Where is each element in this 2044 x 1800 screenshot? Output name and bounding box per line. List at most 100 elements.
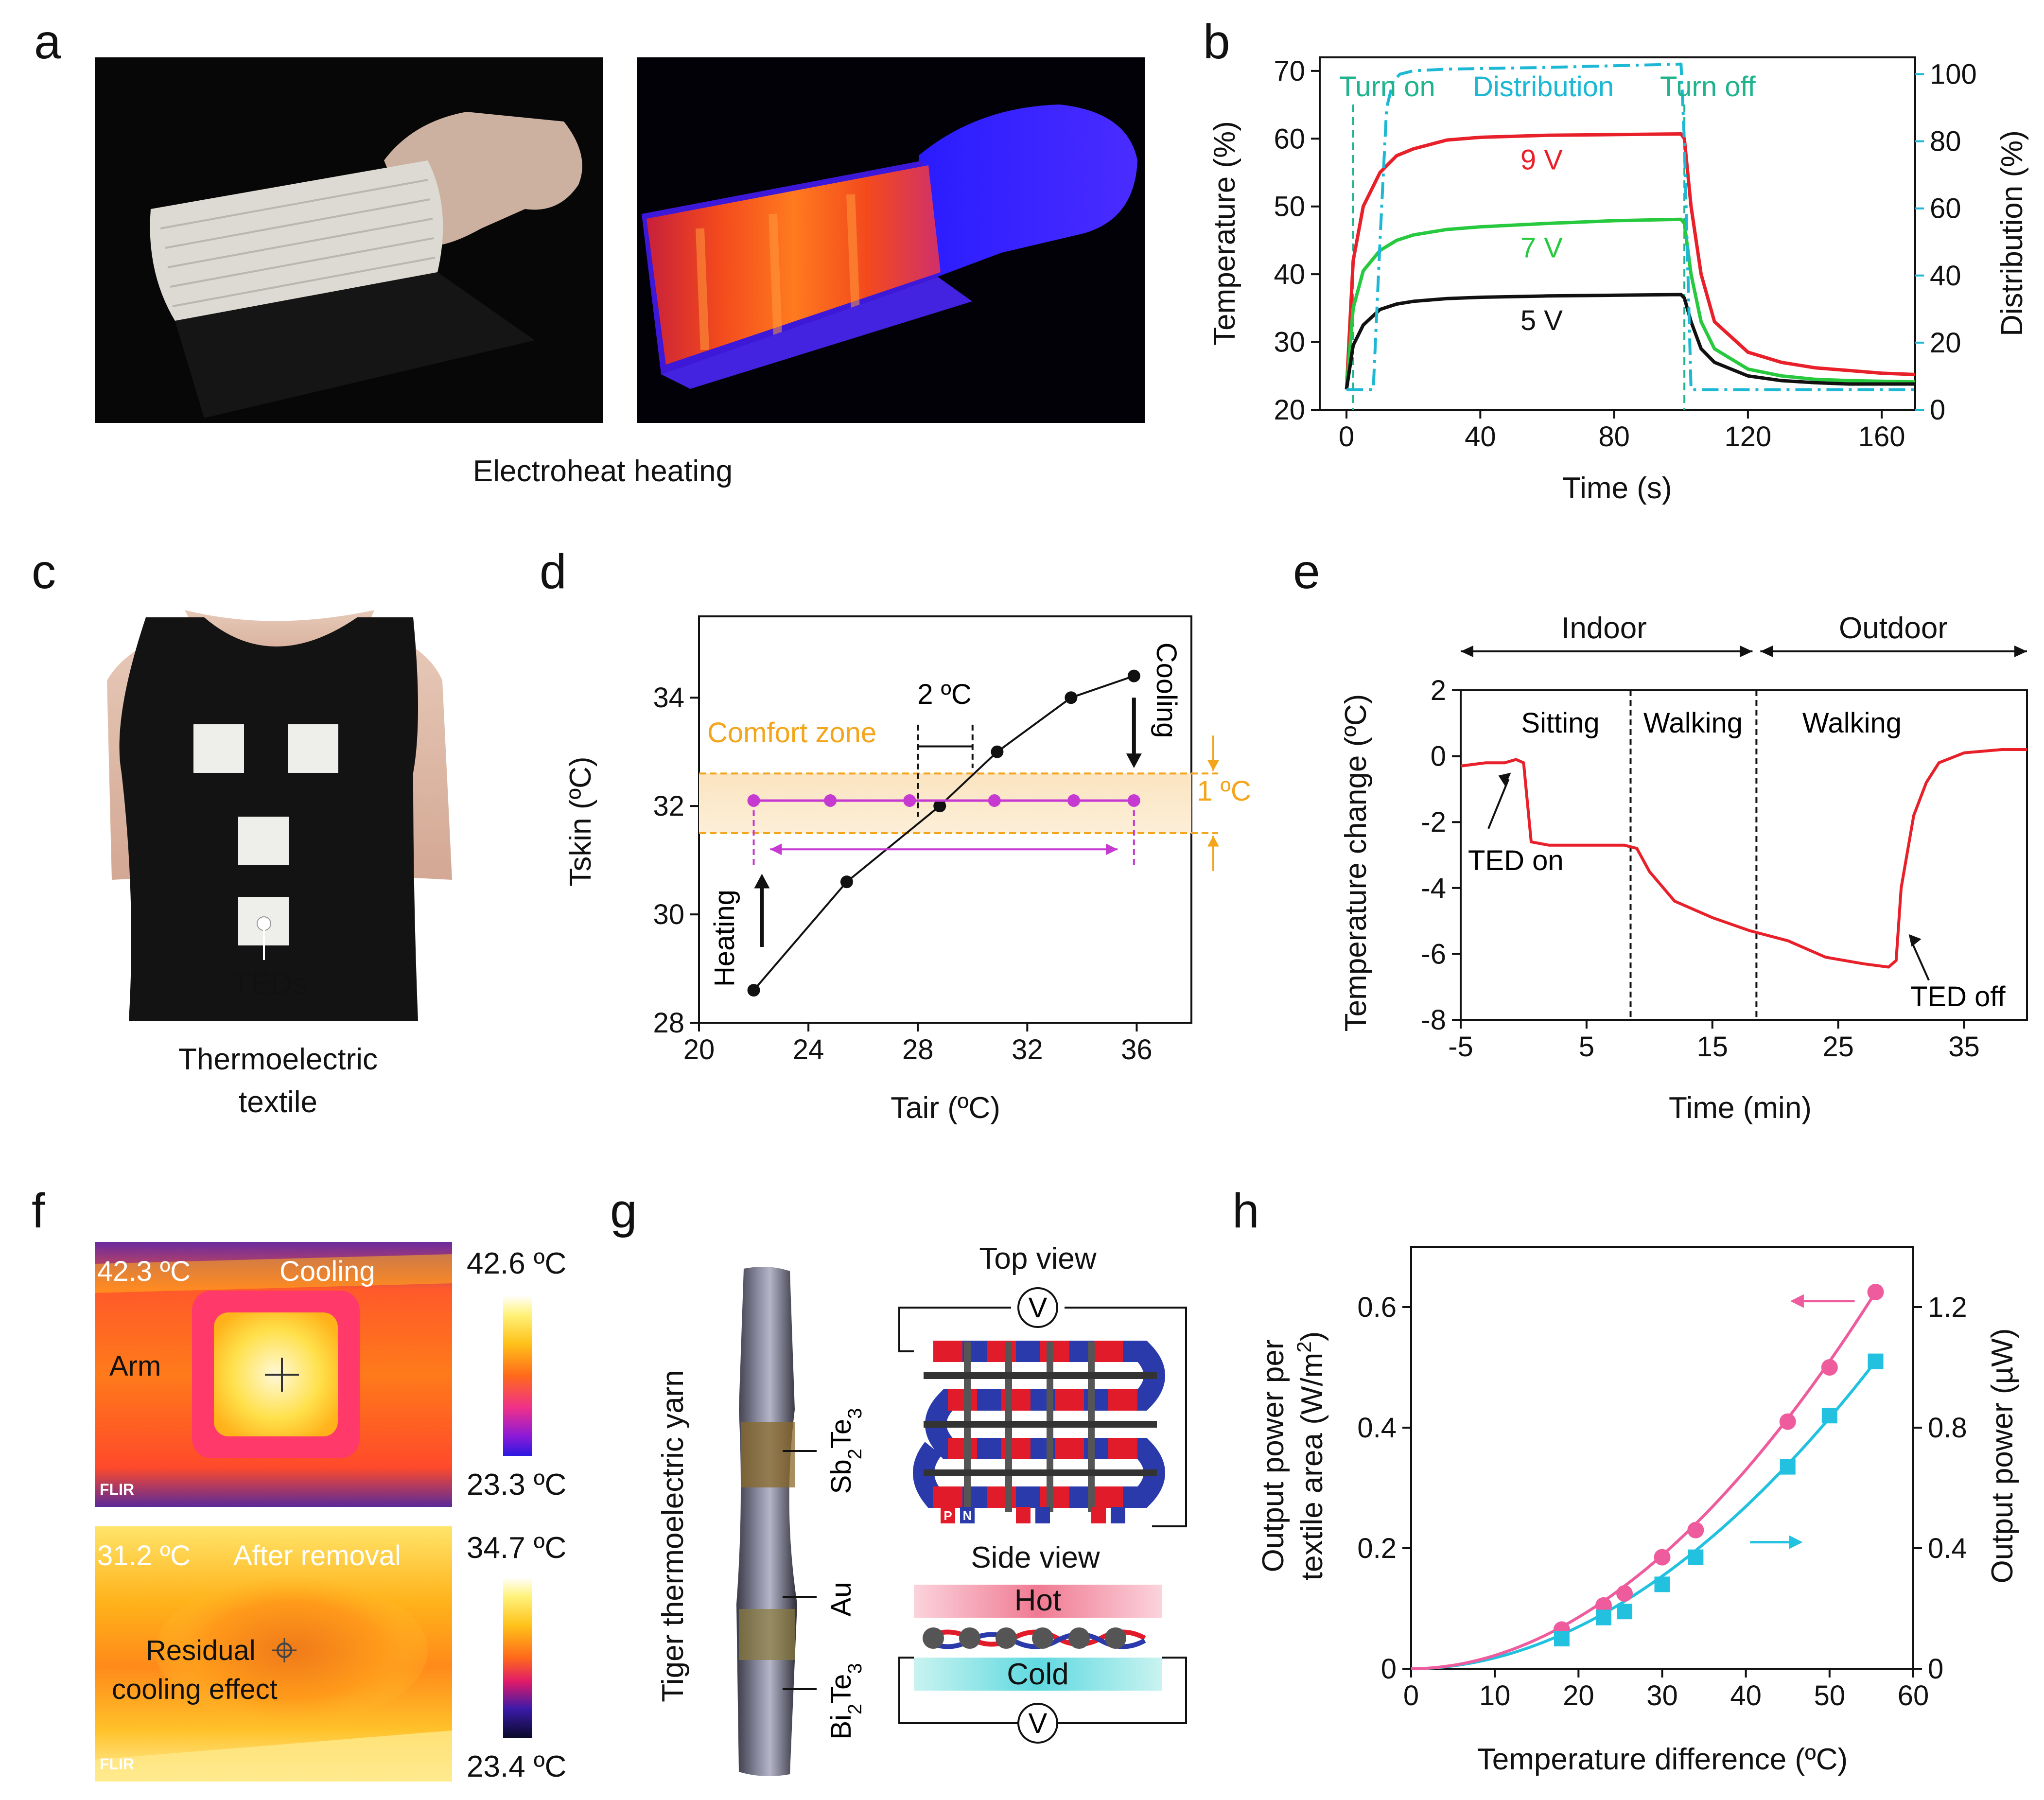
- flir-logo-bottom: FLIR: [100, 1755, 134, 1773]
- chart-e-xtick-label-4: 35: [1948, 1031, 1980, 1063]
- point-output-power-7: [1868, 1353, 1884, 1369]
- panel-c-caption-2: textile: [239, 1085, 317, 1119]
- chart-h-frame: [1410, 1246, 1914, 1670]
- point-tskin-4: [1065, 691, 1078, 704]
- chart-b-y-tick-label-0: 20: [1274, 394, 1305, 426]
- chart-h-y2-tick-label-1: 0.4: [1928, 1533, 1967, 1564]
- chart-b-y-tick-label-2: 40: [1274, 259, 1305, 290]
- chart-b-y-tick-label-1: 30: [1274, 327, 1305, 358]
- point-output-power-3: [1654, 1576, 1670, 1592]
- heating-arrow-head: [754, 874, 770, 889]
- chart-e-xtick-label-1: 5: [1579, 1031, 1594, 1063]
- annotation-walking-outdoor: Walking: [1802, 707, 1902, 739]
- label-sb2te3: Sb2Te3: [825, 1408, 866, 1494]
- arrow-right-axis-head: [1789, 1535, 1803, 1549]
- series-label-7v: 7 V: [1520, 232, 1563, 264]
- point-output-power-5: [1780, 1459, 1796, 1475]
- annotation-outdoor: Outdoor: [1839, 612, 1948, 645]
- point-tskin-1: [840, 875, 853, 889]
- ted-on-pointer: [1487, 779, 1510, 829]
- series-line-5-v: [1345, 293, 1915, 390]
- point-power-per-area-4: [1687, 1521, 1704, 1538]
- point-regulated-4: [1067, 794, 1081, 807]
- color-scale-bottom: [503, 1577, 532, 1738]
- point-output-power-4: [1688, 1549, 1704, 1565]
- thermal-image-cooling: FLIR: [95, 1242, 452, 1507]
- chart-b-xtick-label-3: 120: [1725, 421, 1772, 453]
- y-axis-label-1: Output power per: [1257, 1339, 1290, 1572]
- indoor-arrow-head-left: [1461, 646, 1473, 657]
- cold-plate: [914, 1658, 1162, 1691]
- chart-e-y-tick-label-2: -4: [1421, 873, 1446, 904]
- panel-a: Electroheat heating: [95, 57, 1145, 488]
- chart-e-xtick-label-0: -5: [1448, 1031, 1473, 1063]
- panel-label-c: c: [32, 544, 56, 599]
- label-yarn: Tiger thermoelectric yarn: [656, 1370, 690, 1702]
- point-power-per-area-6: [1821, 1359, 1838, 1376]
- y-axis-label: Temperature (%): [1208, 121, 1241, 346]
- voltmeter-top-label: V: [1029, 1292, 1048, 1324]
- chart-h-xtick-label-2: 20: [1563, 1680, 1594, 1712]
- thermal-image-after-removal: FLIR: [95, 1526, 452, 1782]
- chart-e-y-tick-label-3: -2: [1421, 806, 1446, 838]
- label-hot: Hot: [1014, 1584, 1061, 1617]
- panel-label-a: a: [34, 15, 61, 69]
- chart-d: 20 24 28 32 36 28 30 32 34 Comfort zone 2 ºC 1 º…: [564, 615, 1251, 1125]
- series-line-distribution: [1346, 62, 1915, 391]
- cooling-arrow-head: [1126, 753, 1142, 769]
- photo-vest: [100, 610, 457, 1021]
- y2-axis-label: Distribution (%): [1995, 130, 2029, 336]
- label-side-view: Side view: [971, 1541, 1100, 1574]
- point-power-per-area-1: [1595, 1597, 1612, 1614]
- point-tskin-2: [933, 800, 946, 813]
- chart-e-y-tick-label-1: -6: [1421, 938, 1446, 970]
- y2-axis-label: Output power (µW): [1986, 1328, 2019, 1584]
- chart-h-arrows: [1750, 1294, 1855, 1549]
- chart-d-xtick-label-4: 36: [1121, 1034, 1153, 1066]
- chart-b-y-tick-label-3: 50: [1274, 191, 1305, 223]
- label-residual: Residual: [146, 1635, 256, 1666]
- chart-b-y-tick-label-5: 70: [1274, 55, 1305, 87]
- title-after-removal: After removal: [233, 1540, 401, 1572]
- photo-wrist-thermal: [637, 57, 1145, 423]
- span-1c-head-top: [1207, 760, 1219, 771]
- point-output-power-2: [1617, 1604, 1633, 1620]
- chart-b-y2-tick-label-2: 40: [1930, 260, 1961, 292]
- point-output-power-0: [1554, 1631, 1570, 1646]
- point-output-power-6: [1821, 1408, 1837, 1424]
- x-axis-label: Time (min): [1669, 1091, 1812, 1125]
- annotation-heating: Heating: [709, 890, 740, 987]
- y-axis-label: Temperature change (ºC): [1339, 694, 1373, 1032]
- y-axis-label: Tskin (ºC): [564, 756, 597, 886]
- chart-b-y2-tick-label-3: 60: [1930, 193, 1961, 225]
- annotation-indoor: Indoor: [1561, 612, 1647, 645]
- photo-wrist-visible: [95, 57, 603, 423]
- flir-logo-top: FLIR: [100, 1481, 134, 1498]
- arrow-left-axis-head: [1790, 1294, 1804, 1308]
- range-arrow-head-right: [1106, 843, 1118, 856]
- label-cold: Cold: [1007, 1658, 1069, 1691]
- range-arrow-head-left: [770, 843, 782, 856]
- panel-label-g: g: [610, 1184, 637, 1238]
- panel-c-caption-1: Thermoelectric: [178, 1043, 378, 1076]
- panel-label-f: f: [32, 1184, 45, 1238]
- chart-b-xtick-label-0: 0: [1339, 421, 1354, 453]
- chart-h-xtick-label-6: 60: [1898, 1680, 1929, 1712]
- label-bi2te3: Bi2Te3: [825, 1663, 866, 1739]
- annotation-ted-on: TED on: [1468, 845, 1564, 876]
- voltmeter-side: [1017, 1703, 1058, 1744]
- panel-a-caption: Electroheat heating: [473, 454, 733, 488]
- point-tskin-5: [1127, 669, 1140, 682]
- chart-h-y-tick-label-3: 0.6: [1357, 1292, 1397, 1323]
- annotation-turn-on: Turn on: [1339, 71, 1435, 103]
- panel-labels: a b c d e f g h: [32, 15, 1320, 1238]
- point-regulated-1: [824, 794, 837, 807]
- chart-h-xtick-label-4: 40: [1730, 1680, 1762, 1712]
- chart-h-y2-tick-label-2: 0.8: [1928, 1412, 1967, 1444]
- x-axis-label: Time (s): [1563, 472, 1672, 505]
- point-power-per-area-2: [1616, 1585, 1633, 1602]
- series-label-9v: 9 V: [1520, 144, 1563, 175]
- point-output-power-1: [1595, 1609, 1611, 1625]
- panel-label-b: b: [1203, 15, 1230, 69]
